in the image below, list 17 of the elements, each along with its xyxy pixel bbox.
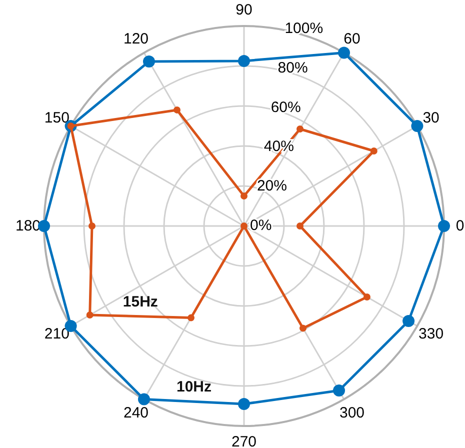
spoke-label: 90 xyxy=(236,2,252,18)
y-tick-label: 20% xyxy=(256,178,287,195)
y-tick-label: 0% xyxy=(250,217,272,234)
series-label: 15Hz xyxy=(122,293,158,310)
y-tick-label: 60% xyxy=(270,98,301,116)
spoke-label: 0 xyxy=(456,218,464,234)
series-label: 10Hz xyxy=(176,378,212,396)
spoke-label: 240 xyxy=(123,404,149,422)
spoke-label: 30 xyxy=(422,110,440,126)
spoke-label: 120 xyxy=(123,30,149,48)
y-tick-label: 80% xyxy=(278,59,308,76)
spoke-label: 330 xyxy=(418,326,444,342)
spoke-label: 60 xyxy=(344,30,360,48)
spoke-label: 270 xyxy=(231,434,257,448)
spoke-label: 150 xyxy=(44,110,70,126)
y-tick-label: 100% xyxy=(284,20,324,38)
spoke-label: 300 xyxy=(339,404,365,422)
